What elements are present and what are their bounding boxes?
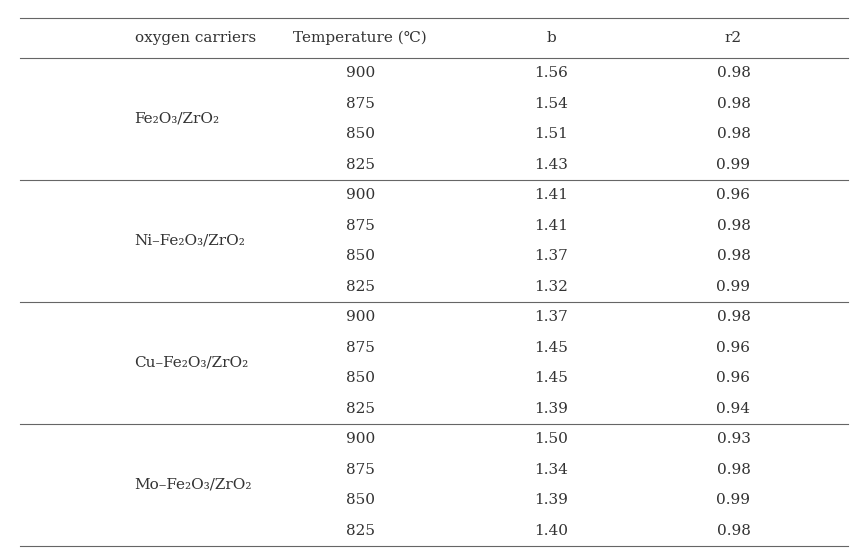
Text: 1.37: 1.37	[535, 310, 568, 324]
Text: 850: 850	[345, 371, 375, 385]
Text: 0.98: 0.98	[716, 219, 751, 233]
Text: 0.96: 0.96	[716, 371, 751, 385]
Text: 1.51: 1.51	[534, 127, 569, 142]
Text: 0.98: 0.98	[716, 463, 751, 477]
Text: 850: 850	[345, 249, 375, 263]
Text: 825: 825	[345, 158, 375, 171]
Text: 900: 900	[345, 66, 375, 80]
Text: 850: 850	[345, 127, 375, 142]
Text: 1.37: 1.37	[535, 249, 568, 263]
Text: 825: 825	[345, 402, 375, 416]
Text: 1.54: 1.54	[534, 97, 569, 111]
Text: Cu–Fe₂O₃/ZrO₂: Cu–Fe₂O₃/ZrO₂	[135, 356, 249, 370]
Text: Temperature (℃): Temperature (℃)	[293, 31, 427, 45]
Text: 875: 875	[345, 97, 375, 111]
Text: 900: 900	[345, 188, 375, 202]
Text: 1.40: 1.40	[534, 524, 569, 538]
Text: 0.98: 0.98	[716, 249, 751, 263]
Text: 1.34: 1.34	[534, 463, 569, 477]
Text: 825: 825	[345, 280, 375, 294]
Text: 1.41: 1.41	[534, 219, 569, 233]
Text: 0.99: 0.99	[716, 158, 751, 171]
Text: 900: 900	[345, 432, 375, 446]
Text: Ni–Fe₂O₃/ZrO₂: Ni–Fe₂O₃/ZrO₂	[135, 234, 246, 248]
Text: 875: 875	[345, 341, 375, 355]
Text: r2: r2	[725, 31, 742, 45]
Text: 0.96: 0.96	[716, 188, 751, 202]
Text: b: b	[546, 31, 556, 45]
Text: 825: 825	[345, 524, 375, 538]
Text: oxygen carriers: oxygen carriers	[135, 31, 256, 45]
Text: 1.45: 1.45	[534, 371, 569, 385]
Text: 0.96: 0.96	[716, 341, 751, 355]
Text: 0.98: 0.98	[716, 310, 751, 324]
Text: 1.43: 1.43	[534, 158, 569, 171]
Text: 1.45: 1.45	[534, 341, 569, 355]
Text: Mo–Fe₂O₃/ZrO₂: Mo–Fe₂O₃/ZrO₂	[135, 478, 252, 492]
Text: 0.98: 0.98	[716, 97, 751, 111]
Text: 1.32: 1.32	[534, 280, 569, 294]
Text: 1.56: 1.56	[534, 66, 569, 80]
Text: 850: 850	[345, 493, 375, 507]
Text: 0.98: 0.98	[716, 127, 751, 142]
Text: 1.50: 1.50	[534, 432, 569, 446]
Text: 1.39: 1.39	[534, 493, 569, 507]
Text: 875: 875	[345, 463, 375, 477]
Text: 0.94: 0.94	[716, 402, 751, 416]
Text: 0.98: 0.98	[716, 524, 751, 538]
Text: 0.93: 0.93	[716, 432, 751, 446]
Text: 0.98: 0.98	[716, 66, 751, 80]
Text: 900: 900	[345, 310, 375, 324]
Text: 0.99: 0.99	[716, 280, 751, 294]
Text: Fe₂O₃/ZrO₂: Fe₂O₃/ZrO₂	[135, 112, 220, 126]
Text: 875: 875	[345, 219, 375, 233]
Text: 1.39: 1.39	[534, 402, 569, 416]
Text: 1.41: 1.41	[534, 188, 569, 202]
Text: 0.99: 0.99	[716, 493, 751, 507]
